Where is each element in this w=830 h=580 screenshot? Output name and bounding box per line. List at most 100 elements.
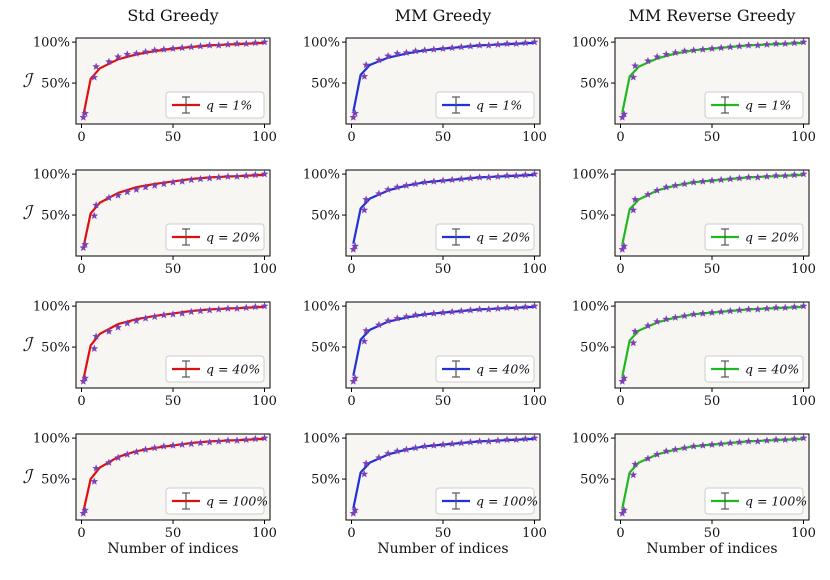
data-point [114,191,123,199]
data-point [393,314,402,322]
y-tick-label: 100% [33,300,70,315]
x-axis-label: Number of indices [107,541,238,557]
data-point [393,447,402,455]
data-point [214,437,223,445]
data-point [360,469,369,478]
data-point [512,435,521,444]
y-tick-label: 50% [311,473,340,488]
data-point [671,48,680,57]
x-tick-label: 100 [522,262,547,277]
data-point [631,61,640,70]
y-tick-label: 100% [572,168,609,183]
x-tick-label: 0 [616,130,624,145]
data-point [799,37,808,46]
data-point [530,433,539,442]
data-point [214,41,223,49]
data-point [169,178,177,186]
data-point [735,306,744,314]
data-point [475,437,484,445]
data-point [411,46,420,55]
data-point [159,179,168,188]
y-tick-label: 50% [311,209,340,224]
data-point [521,38,530,47]
axes-frame [345,301,541,389]
axes-frame [75,37,271,125]
legend-box [165,91,265,119]
data-point [233,172,242,180]
data-point [81,505,90,514]
data-point [393,49,402,57]
data-point [631,460,640,468]
x-tick-label: 0 [347,526,355,541]
x-tick-label: 100 [252,262,277,277]
data-point [662,315,671,323]
data-point [680,46,689,55]
data-point [439,308,447,317]
data-point [169,44,177,53]
y-tick-label: 50% [311,77,340,92]
data-point [781,303,790,312]
data-point [90,477,99,485]
data-point [735,42,744,50]
data-point [689,310,698,318]
data-point [671,313,680,321]
data-point [360,205,369,214]
data-point [530,301,539,310]
legend-label: q = 100% [745,494,807,509]
data-point [79,113,88,121]
data-point [762,436,771,444]
x-tick-label: 50 [435,394,452,409]
data-point [493,40,502,48]
data-point [439,176,447,185]
data-point [187,439,196,448]
data-point [475,305,484,313]
legend-box [435,487,535,515]
data-point [90,73,99,81]
data-point [466,174,475,182]
data-point [708,44,716,53]
x-tick-label: 0 [616,526,624,541]
legend-label: q = 20% [476,230,530,245]
data-point [233,304,242,312]
data-point [92,332,101,340]
y-tick-label: 50% [41,77,70,92]
data-point [493,172,502,180]
data-point [114,323,123,331]
axes-frame [75,301,271,389]
y-tick-label: 50% [41,473,70,488]
data-point [484,305,493,313]
data-point [772,39,781,48]
data-point [735,174,744,182]
data-point [251,38,260,47]
data-point [169,441,177,449]
x-tick-label: 50 [704,130,721,145]
data-point [781,171,790,180]
legend-label: q = 1% [476,98,522,113]
data-point [726,438,735,447]
data-point [753,173,762,181]
data-point [178,309,187,317]
data-point [744,437,753,445]
data-point [484,41,493,49]
data-point [123,319,132,327]
legend-label: q = 1% [206,98,252,113]
legend-label: q = 40% [206,362,260,377]
data-point [735,438,744,446]
x-tick-label: 50 [165,526,182,541]
data-point [150,443,159,452]
x-tick-label: 0 [77,394,85,409]
data-point [205,41,214,49]
axes-frame [614,37,810,125]
data-point [762,172,771,180]
data-point [726,42,735,51]
data-point [429,441,438,449]
y-tick-label: 50% [580,341,609,356]
data-point [260,433,269,442]
data-point [351,505,360,514]
legend: q = 1% [435,91,535,119]
x-tick-label: 0 [347,130,355,145]
data-point [744,41,753,49]
legend: q = 100% [165,487,268,515]
data-point [374,189,383,198]
data-point [530,37,539,46]
